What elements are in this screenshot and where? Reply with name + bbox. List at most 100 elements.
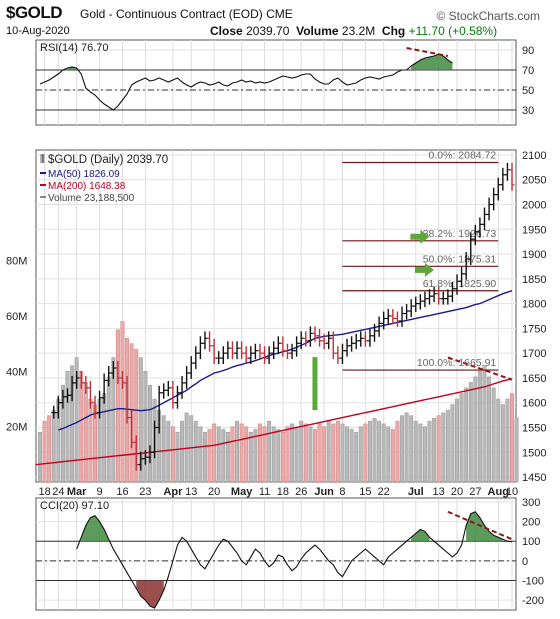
volume-bar bbox=[400, 415, 404, 483]
volume-bar bbox=[184, 412, 189, 483]
cci-tick-label: 300 bbox=[522, 497, 540, 509]
volume-bar bbox=[235, 420, 240, 483]
fib-38-arrow bbox=[410, 229, 430, 244]
volume-axis-label: 20M bbox=[6, 422, 27, 434]
volume-bar bbox=[294, 426, 299, 483]
volume-bar bbox=[358, 426, 363, 483]
volume-bar bbox=[317, 423, 322, 483]
volume-bar bbox=[248, 431, 253, 483]
volume-bar bbox=[427, 420, 432, 483]
volume-trend-line bbox=[447, 356, 513, 381]
volume-bar bbox=[212, 423, 217, 483]
cci-tick-label: 0 bbox=[522, 556, 528, 568]
volume-bar bbox=[510, 393, 514, 483]
chart-date: 10-Aug-2020 bbox=[6, 25, 70, 37]
price-tick-label: 1800 bbox=[522, 299, 546, 311]
volume-bar bbox=[322, 426, 327, 483]
cci-overbought-fill bbox=[411, 529, 430, 542]
rsi-line bbox=[39, 53, 453, 111]
legend-entry: MA(200) 1648.38 bbox=[48, 181, 126, 192]
volume-bar bbox=[38, 431, 42, 483]
description-text: Gold - Continuous Contract (EOD) bbox=[80, 7, 263, 21]
chart-symbol: $GOLD bbox=[6, 3, 63, 22]
cci-oversold-fill bbox=[136, 580, 164, 609]
x-tick-label: 26 bbox=[295, 486, 307, 498]
volume-bar bbox=[477, 371, 482, 483]
cci-tick-label: 100 bbox=[522, 536, 540, 548]
volume-bar bbox=[386, 426, 391, 483]
volume-bar bbox=[422, 426, 427, 483]
price-tick-label: 1850 bbox=[522, 274, 546, 286]
close-label: Close bbox=[210, 24, 243, 38]
chg-label: Chg bbox=[381, 24, 406, 38]
volume-bar bbox=[349, 429, 354, 483]
x-tick-label: 11 bbox=[259, 486, 270, 498]
volume-bar bbox=[340, 423, 345, 483]
x-tick-label: 10 bbox=[506, 486, 518, 498]
volume-bar bbox=[193, 420, 198, 483]
volume-axis-label: 60M bbox=[6, 311, 27, 323]
volume-bar bbox=[381, 423, 386, 483]
volume-bar bbox=[491, 387, 496, 483]
volume-bar bbox=[225, 431, 230, 483]
volume-bar bbox=[413, 420, 418, 483]
volume-bar bbox=[436, 415, 441, 483]
volume-bar bbox=[148, 384, 152, 483]
stockcharts-brand[interactable]: © StockCharts.com bbox=[436, 9, 540, 23]
volume-bar bbox=[166, 420, 171, 483]
x-tick-label: Mar bbox=[67, 486, 87, 498]
volume-axis-label: 80M bbox=[6, 256, 27, 268]
volume-bar bbox=[120, 321, 125, 483]
price-tick-label: 1700 bbox=[522, 348, 546, 360]
cci-title: CCI(20) 97.10 bbox=[40, 500, 109, 512]
ma200-line bbox=[35, 378, 513, 466]
volume-bar bbox=[143, 371, 148, 483]
volume-bar bbox=[473, 376, 478, 483]
price-tick-label: 2100 bbox=[522, 150, 546, 162]
volume-bar bbox=[395, 420, 400, 483]
rsi-tick-label: 70 bbox=[522, 65, 534, 77]
volume-bar bbox=[276, 429, 281, 483]
x-tick-label: Apr bbox=[163, 486, 183, 498]
volume-bar bbox=[372, 418, 377, 483]
x-tick-label: 16 bbox=[116, 486, 128, 498]
volume-bar bbox=[134, 348, 139, 483]
x-tick-label: 20 bbox=[451, 486, 463, 498]
volume-bar bbox=[230, 426, 235, 483]
price-tick-label: 2000 bbox=[522, 200, 546, 212]
price-tick-label: 1950 bbox=[522, 224, 546, 236]
volume-bar bbox=[345, 426, 349, 483]
volume-bar bbox=[271, 426, 276, 483]
price-tick-label: 1550 bbox=[522, 422, 546, 434]
volume-bar bbox=[418, 423, 423, 483]
volume-bar bbox=[285, 426, 290, 483]
x-tick-label: 13 bbox=[433, 486, 445, 498]
fib-50-arrow bbox=[414, 262, 434, 277]
fib-level-label: 38.2%: 1926.73 bbox=[423, 228, 497, 240]
price-tick-label: 1650 bbox=[522, 373, 546, 385]
x-tick-label: 22 bbox=[378, 486, 390, 498]
volume-bar bbox=[244, 426, 249, 483]
volume-bar bbox=[455, 398, 459, 483]
volume-bar bbox=[464, 387, 469, 483]
x-tick-label: 27 bbox=[469, 486, 481, 498]
chg-value: +11.70 (+0.58%) bbox=[408, 24, 498, 38]
legend-entry: Volume 23,188,500 bbox=[48, 193, 135, 204]
volume-bar bbox=[138, 357, 143, 483]
volume-bar bbox=[432, 418, 437, 483]
volume-bar bbox=[170, 426, 175, 483]
volume-bar bbox=[280, 431, 285, 483]
x-tick-label: May bbox=[231, 486, 253, 498]
volume-bar bbox=[496, 398, 501, 483]
rsi-tick-label: 30 bbox=[522, 105, 534, 117]
cci-overbought-fill bbox=[466, 511, 503, 542]
x-tick-label: 9 bbox=[97, 486, 103, 498]
volume-bar bbox=[377, 420, 382, 483]
exchange-text: CME bbox=[266, 7, 293, 21]
volume-bar bbox=[83, 382, 88, 483]
x-tick-label: 15 bbox=[359, 486, 371, 498]
volume-bar bbox=[42, 420, 47, 483]
cci-tick-label: -100 bbox=[522, 576, 544, 588]
volume-bar bbox=[60, 384, 65, 483]
